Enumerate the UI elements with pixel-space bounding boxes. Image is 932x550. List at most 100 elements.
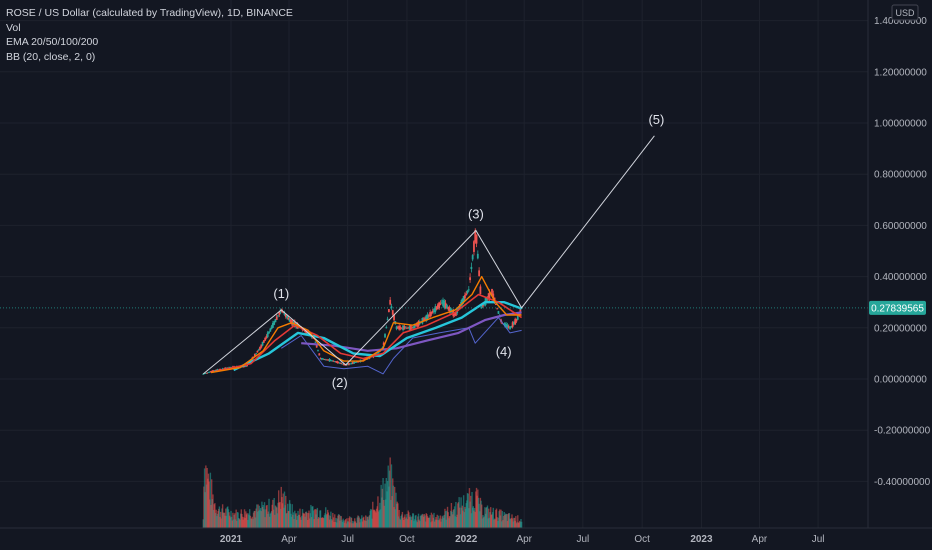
candle-body [384,334,386,338]
volume-bar [393,486,396,528]
volume-bar [501,510,504,528]
candle-body [511,322,514,328]
volume-bar [500,509,502,528]
volume-indicator-label[interactable]: Vol [6,21,21,34]
volume-bar [316,507,319,528]
candle-body [324,359,327,361]
candle-body [514,318,517,325]
candle-body [433,308,435,313]
bollinger-lower-band [281,317,522,375]
candle-body [219,368,221,371]
time-axis[interactable]: 2021 Apr Jul Oct 2022 Apr Jul Oct 2023 Apr Jul [0,527,932,545]
candle-body [261,341,264,346]
candle-body [513,321,515,325]
candle-body [277,315,279,317]
candle-body [215,369,218,371]
candle-body [449,308,452,313]
candle-body [503,322,506,327]
candle-body [257,349,260,351]
time-tick-label: Oct [399,534,415,545]
candle-body [506,324,509,328]
candle-body [461,298,464,305]
grid-lines [0,0,868,528]
candle-body [269,328,272,332]
candle-body [391,310,394,315]
time-tick-label: Jul [812,534,825,545]
volume-bar [486,505,489,528]
candle-body [318,353,321,356]
price-axis[interactable]: 1.40000000 1.20000000 1.00000000 0.80000000… [867,0,932,528]
ema-indicator-label[interactable]: EMA 20/50/100/200 [6,36,99,48]
candle-body [479,286,482,295]
candle-body [385,327,388,329]
candle-body [287,317,290,320]
candle-body [485,298,488,302]
volume-bar [517,515,519,528]
candle-body [329,360,332,362]
candle-body [509,326,511,330]
candle-body [402,325,404,331]
volume-bar [235,509,237,528]
candle-body [440,302,443,304]
candle-body [204,372,207,374]
candle-body [424,317,426,321]
volume-bar [492,507,494,528]
candle-body [306,332,309,334]
candle-body [431,310,434,313]
candle-body [336,361,339,364]
candle-body [322,358,325,360]
price-tick-label: 0.20000000 [874,323,927,334]
candle-body [225,367,228,369]
wave-label[interactable]: (2) [332,375,348,390]
candle-body [339,362,341,364]
candle-body [387,309,390,313]
currency-label[interactable]: USD [891,4,919,21]
volume-bar [268,498,270,528]
candle-body [470,266,473,270]
candle-body [395,326,398,330]
candle-body [353,361,355,364]
candle-body [268,331,270,334]
bollinger-indicator-label[interactable]: BB (20, close, 2, 0) [6,50,96,63]
candle-body [496,308,499,310]
candle-body [328,358,331,362]
candle-body [408,326,411,330]
candle-body [331,360,334,362]
candle-body [413,324,416,328]
candle-body [466,290,469,294]
candle-body [471,255,474,260]
candle-body [382,342,385,346]
candle-body [507,326,510,328]
wave-label[interactable]: (3) [468,207,484,222]
candle-body [270,326,273,330]
wave-label[interactable]: (5) [648,112,664,127]
wave-label[interactable]: (1) [273,286,289,301]
candle-body [422,319,425,321]
volume-bar [412,513,415,528]
candle-body [478,270,481,276]
currency-text: USD [895,8,915,18]
candle-body [445,304,448,309]
candle-body [434,306,437,313]
symbol-title[interactable]: ROSE / US Dollar (calculated by TradingV… [6,7,293,19]
candle-body [465,293,468,296]
candle-body [462,295,465,303]
candle-body [351,362,354,364]
volume-bar [455,501,457,528]
candle-body [211,370,214,373]
candle-body [400,327,403,329]
volume-bar [334,514,336,528]
candle-body [390,306,393,309]
candle-body [202,373,205,375]
volume-bar [520,521,523,528]
time-tick-label: 2022 [455,534,478,545]
candle-body [327,359,330,361]
elliott-wave-drawing[interactable]: (1) (2) (3) (4) (5) [202,112,664,390]
ema-100-line [233,301,523,372]
candle-body [246,364,249,367]
candle-body [475,234,478,244]
candle-body [348,362,350,366]
price-tick-label: 0.60000000 [874,221,927,232]
wave-label[interactable]: (4) [496,344,512,359]
